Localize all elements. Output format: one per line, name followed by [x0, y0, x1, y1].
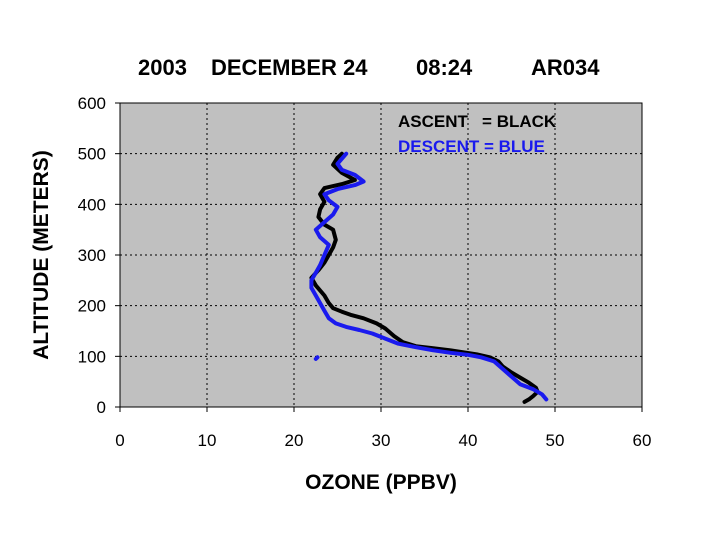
ascent-series-line	[309, 151, 540, 404]
x-tick-label: 60	[633, 431, 652, 450]
x-tick-label: 10	[198, 431, 217, 450]
x-tick-label: 0	[115, 431, 124, 450]
title-flight-id: AR034	[531, 55, 600, 80]
y-tick-label: 100	[78, 347, 106, 366]
x-tick-label: 50	[546, 431, 565, 450]
title-date: DECEMBER 24	[211, 55, 368, 80]
y-tick-label: 600	[78, 94, 106, 113]
x-tick-label: 20	[285, 431, 304, 450]
series-fragment	[313, 355, 320, 361]
legend-descent: DESCENT = BLUE	[398, 137, 545, 156]
chart-title: 2003 DECEMBER 24 08:24 AR034	[138, 55, 600, 80]
legend: ASCENT = BLACK DESCENT = BLUE	[398, 112, 557, 156]
descent-series-line	[309, 151, 549, 402]
y-axis-label: ALTITUDE (METERS)	[30, 150, 53, 360]
y-tick-label: 200	[78, 297, 106, 316]
title-year: 2003	[138, 55, 187, 80]
title-time: 08:24	[416, 55, 473, 80]
grid-lines	[120, 103, 642, 407]
x-tick-label: 40	[459, 431, 478, 450]
data-series	[309, 151, 549, 404]
x-tick-label: 30	[372, 431, 391, 450]
legend-ascent: ASCENT = BLACK	[398, 112, 557, 131]
y-tick-label: 0	[97, 398, 106, 417]
y-tick-label: 400	[78, 195, 106, 214]
y-tick-label: 300	[78, 246, 106, 265]
x-axis-label: OZONE (PPBV)	[305, 471, 457, 494]
y-tick-label: 500	[78, 145, 106, 164]
